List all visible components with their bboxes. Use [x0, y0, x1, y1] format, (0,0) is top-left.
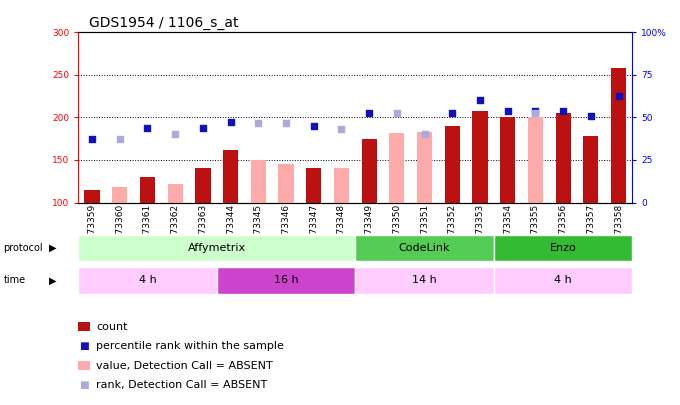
Bar: [251, 160, 266, 202]
Point: [170, 131, 181, 138]
Text: value, Detection Call = ABSENT: value, Detection Call = ABSENT: [96, 361, 273, 371]
Bar: [494, 235, 632, 261]
Text: ■: ■: [80, 380, 89, 390]
Point: [142, 124, 153, 131]
Bar: [500, 117, 515, 202]
Bar: [494, 267, 632, 294]
Bar: [306, 168, 322, 202]
Bar: [78, 235, 355, 261]
Text: Affymetrix: Affymetrix: [188, 243, 245, 253]
Text: rank, Detection Call = ABSENT: rank, Detection Call = ABSENT: [96, 380, 267, 390]
Bar: [112, 187, 127, 202]
Bar: [278, 164, 294, 202]
Bar: [355, 267, 494, 294]
Point: [281, 120, 292, 127]
Text: 4 h: 4 h: [554, 275, 572, 286]
Point: [613, 93, 624, 100]
Bar: [445, 126, 460, 202]
Text: CodeLink: CodeLink: [399, 243, 450, 253]
Bar: [334, 168, 349, 202]
Point: [585, 113, 596, 119]
Point: [530, 110, 541, 117]
Point: [503, 107, 513, 114]
Point: [475, 97, 486, 104]
Bar: [556, 113, 571, 202]
Text: Enzo: Enzo: [549, 243, 577, 253]
Point: [336, 125, 347, 132]
Text: GDS1954 / 1106_s_at: GDS1954 / 1106_s_at: [89, 16, 239, 30]
Text: ▶: ▶: [49, 243, 56, 253]
Bar: [389, 133, 405, 202]
Bar: [528, 117, 543, 202]
Point: [364, 110, 375, 117]
Bar: [217, 267, 355, 294]
Point: [419, 131, 430, 138]
Bar: [84, 190, 100, 202]
Bar: [583, 136, 598, 202]
Bar: [473, 111, 488, 202]
Text: ▶: ▶: [49, 275, 56, 286]
Text: protocol: protocol: [3, 243, 43, 253]
Text: count: count: [96, 322, 127, 332]
Point: [530, 107, 541, 114]
Bar: [355, 235, 494, 261]
Bar: [362, 139, 377, 202]
Text: 14 h: 14 h: [412, 275, 437, 286]
Bar: [167, 184, 183, 202]
Point: [392, 110, 403, 117]
Point: [308, 123, 319, 129]
Bar: [140, 177, 155, 202]
Point: [225, 118, 236, 125]
Bar: [195, 168, 211, 202]
Text: ■: ■: [80, 341, 89, 351]
Text: time: time: [3, 275, 26, 286]
Point: [253, 120, 264, 127]
Bar: [417, 132, 432, 202]
Point: [86, 135, 97, 142]
Text: 4 h: 4 h: [139, 275, 156, 286]
Point: [114, 135, 125, 142]
Point: [197, 124, 208, 131]
Bar: [78, 267, 217, 294]
Bar: [528, 117, 543, 202]
Bar: [611, 68, 626, 202]
Point: [447, 110, 458, 117]
Bar: [223, 150, 238, 202]
Text: 16 h: 16 h: [274, 275, 299, 286]
Text: percentile rank within the sample: percentile rank within the sample: [96, 341, 284, 351]
Point: [558, 107, 568, 114]
